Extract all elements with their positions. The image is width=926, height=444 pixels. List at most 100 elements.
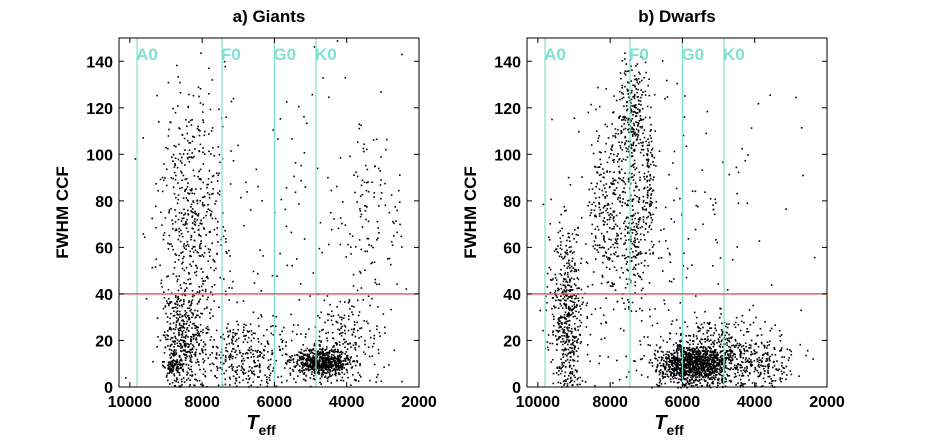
scatter-point (321, 371, 324, 374)
scatter-point (280, 338, 283, 341)
scatter-point (756, 358, 758, 360)
scatter-point (183, 243, 185, 245)
scatter-point (571, 379, 573, 382)
scatter-point (706, 350, 708, 352)
scatter-point (380, 91, 382, 93)
scatter-point (266, 340, 269, 342)
scatter-point (721, 368, 723, 371)
scatter-point (199, 316, 201, 318)
scatter-point (680, 355, 683, 357)
scatter-point (324, 349, 327, 351)
scatter-point (690, 353, 693, 355)
scatter-point (167, 338, 169, 341)
scatter-point (627, 148, 629, 150)
scatter-point (626, 261, 628, 263)
scatter-point (340, 327, 342, 329)
scatter-point (666, 358, 668, 360)
scatter-point (298, 369, 300, 372)
scatter-point (563, 289, 565, 291)
scatter-point (616, 225, 619, 227)
scatter-point (234, 334, 237, 336)
scatter-point (612, 227, 615, 230)
scatter-point (737, 382, 739, 384)
scatter-point (697, 365, 699, 368)
scatter-point (568, 246, 571, 249)
scatter-point (277, 376, 279, 378)
scatter-point (253, 359, 255, 362)
scatter-point (188, 318, 191, 320)
scatter-point (545, 309, 547, 312)
scatter-point (290, 356, 292, 359)
scatter-point (580, 262, 582, 264)
scatter-point (202, 255, 205, 258)
scatter-point (195, 337, 197, 339)
scatter-point (342, 379, 345, 382)
scatter-point (711, 376, 713, 378)
scatter-point (367, 346, 370, 348)
scatter-point (241, 367, 243, 369)
scatter-point (638, 189, 640, 191)
scatter-point (592, 152, 595, 155)
scatter-point (606, 204, 609, 206)
scatter-point (359, 215, 362, 218)
scatter-point (334, 370, 337, 373)
x-tick-label: 6000 (257, 394, 293, 411)
scatter-point (567, 236, 570, 238)
scatter-point (279, 252, 281, 255)
scatter-point (177, 367, 180, 370)
scatter-point (710, 356, 713, 359)
scatter-point (181, 315, 183, 318)
scatter-point (256, 356, 259, 358)
scatter-point (335, 344, 338, 346)
scatter-point (563, 296, 566, 298)
scatter-point (202, 227, 205, 229)
scatter-point (317, 370, 320, 373)
scatter-point (569, 356, 572, 358)
scatter-point (313, 46, 316, 48)
scatter-point (218, 190, 221, 192)
scatter-point (642, 216, 645, 218)
scatter-point (629, 182, 632, 185)
scatter-point (170, 301, 173, 303)
scatter-point (560, 213, 562, 216)
scatter-point (665, 353, 667, 355)
scatter-point (169, 348, 171, 351)
scatter-point (692, 385, 695, 387)
scatter-point (637, 77, 640, 80)
scatter-point (239, 352, 242, 354)
scatter-point (390, 194, 393, 196)
scatter-point (712, 380, 714, 383)
scatter-point (571, 335, 574, 338)
scatter-point (174, 343, 176, 345)
scatter-point (693, 357, 695, 359)
scatter-point (631, 118, 634, 120)
scatter-point (628, 128, 631, 130)
scatter-point (211, 352, 213, 354)
scatter-point (187, 245, 190, 248)
scatter-point (184, 190, 186, 192)
scatter-point (241, 355, 243, 357)
scatter-point (230, 365, 232, 367)
scatter-point (728, 379, 731, 382)
scatter-point (624, 202, 626, 205)
scatter-point (726, 344, 728, 347)
scatter-point (311, 368, 313, 371)
scatter-point (231, 363, 233, 366)
scatter-point (725, 380, 728, 383)
scatter-point (209, 267, 212, 269)
scatter-point (189, 304, 191, 307)
scatter-point (740, 352, 743, 355)
scatter-point (608, 256, 610, 259)
scatter-point (228, 376, 231, 379)
scatter-point (166, 321, 169, 323)
scatter-point (378, 331, 381, 334)
scatter-point (330, 382, 333, 384)
scatter-point (620, 237, 622, 240)
scatter-point (568, 262, 570, 265)
scatter-point (190, 238, 192, 241)
scatter-point (639, 151, 642, 154)
scatter-point (173, 340, 175, 343)
scatter-point (630, 260, 632, 262)
scatter-point (170, 121, 172, 124)
